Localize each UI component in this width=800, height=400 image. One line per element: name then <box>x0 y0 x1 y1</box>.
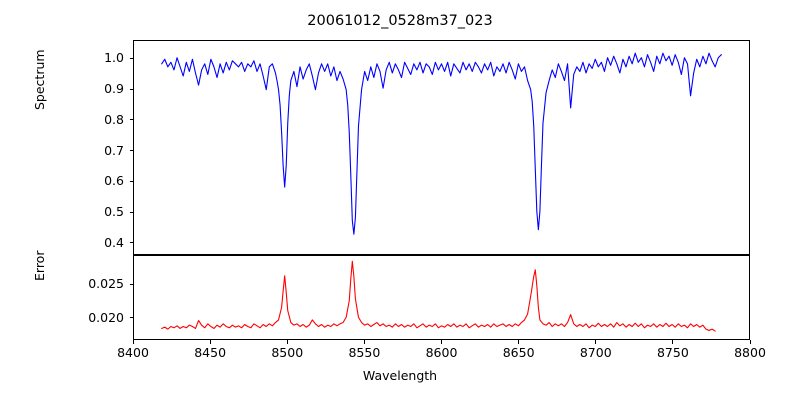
y-tick-mark <box>129 180 133 182</box>
y-tick-mark <box>129 119 133 121</box>
spectrum-line-series <box>134 41 749 254</box>
y-axis-label-error: Error <box>32 250 47 281</box>
error-plot-area <box>133 255 750 340</box>
x-tick-mark <box>595 340 597 344</box>
data-line <box>162 53 722 234</box>
y-tick-mark <box>129 57 133 60</box>
x-tick-mark <box>363 340 365 344</box>
y-tick-label: 0.5 <box>104 204 124 219</box>
x-tick-label: 8650 <box>502 345 535 360</box>
x-tick-label: 8400 <box>117 345 149 360</box>
x-tick-mark <box>441 340 443 344</box>
y-tick-mark <box>129 283 133 285</box>
x-tick-label: 8750 <box>656 345 689 360</box>
y-tick-label: 0.7 <box>104 142 124 158</box>
data-line <box>162 261 715 331</box>
x-tick-label: 8450 <box>194 345 227 360</box>
y-tick-mark <box>129 317 133 319</box>
x-tick-mark <box>132 340 134 344</box>
x-tick-mark <box>518 340 520 344</box>
x-tick-mark <box>672 340 674 344</box>
y-tick-label: 0.4 <box>104 234 124 250</box>
y-tick-mark <box>129 150 133 152</box>
x-tick-label: 8550 <box>348 345 381 360</box>
y-tick-mark <box>129 88 133 90</box>
x-tick-label: 8700 <box>579 345 612 360</box>
x-tick-label: 8500 <box>271 345 304 360</box>
y-axis-label-spectrum: Spectrum <box>32 49 47 110</box>
y-tick-label: 0.6 <box>104 173 124 189</box>
x-axis-label: Wavelength <box>362 368 438 383</box>
x-tick-label: 8600 <box>425 345 458 360</box>
y-tick-label: 0.025 <box>88 276 124 291</box>
x-tick-label: 8800 <box>734 345 766 360</box>
x-tick-mark <box>209 340 211 344</box>
spectrum-plot-area <box>133 40 750 255</box>
x-tick-mark <box>749 340 751 344</box>
error-line-series <box>134 256 749 339</box>
y-tick-label: 1.0 <box>104 50 124 66</box>
y-tick-label: 0.8 <box>104 111 124 127</box>
page-title: 20061012_0528m37_023 <box>307 13 493 29</box>
y-tick-mark <box>129 242 133 244</box>
y-tick-label: 0.9 <box>104 81 124 97</box>
y-tick-label: 0.020 <box>88 309 124 325</box>
x-tick-mark <box>286 340 288 344</box>
y-tick-mark <box>129 211 133 213</box>
